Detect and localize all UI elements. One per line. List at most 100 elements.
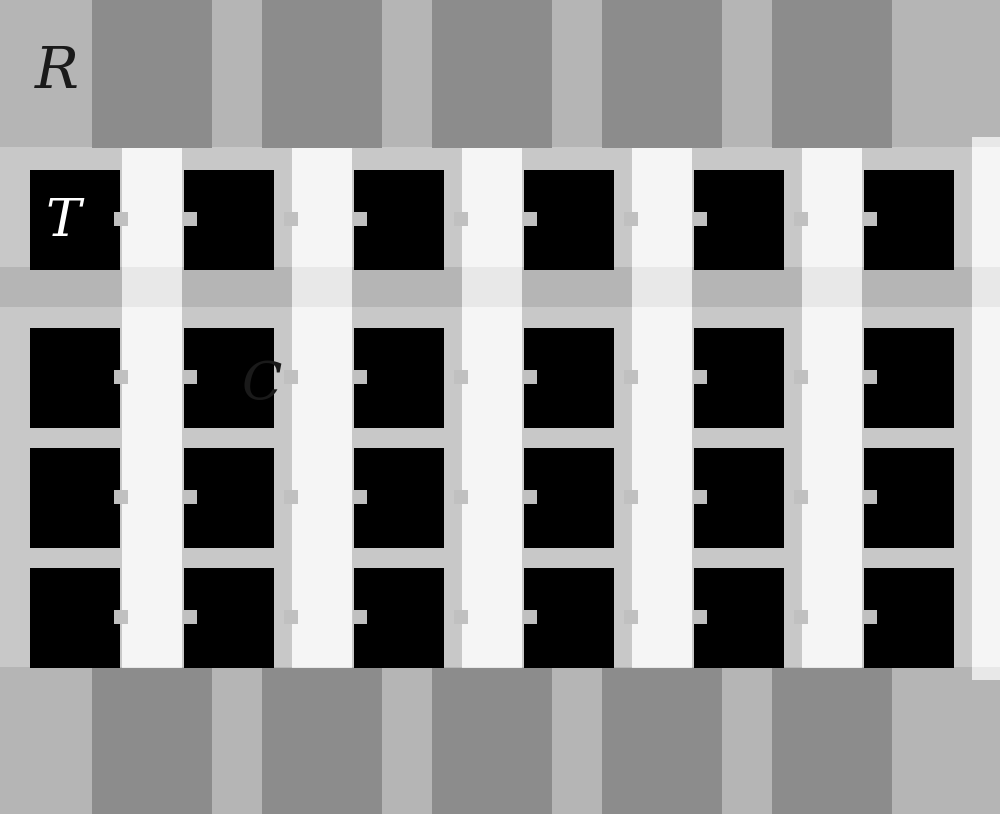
Bar [92,0,212,148]
Bar [802,137,862,680]
Bar [864,448,954,548]
Bar [794,370,808,384]
Bar [354,328,444,428]
Bar [30,448,120,548]
Bar [114,212,128,226]
Bar [0,427,1000,547]
Bar [624,610,638,624]
Bar [122,147,182,267]
Bar [284,610,298,624]
Bar [524,328,614,428]
Bar [523,610,537,624]
Bar [292,137,352,680]
Bar [693,212,707,226]
Bar [602,668,722,814]
Bar [863,212,877,226]
Bar [972,137,1000,680]
Text: R: R [35,44,79,100]
Bar [184,568,274,668]
Bar [462,137,522,680]
Bar [694,170,784,270]
Bar [524,568,614,668]
Bar [92,668,212,814]
Bar [454,610,468,624]
Bar [863,370,877,384]
Bar [122,307,182,427]
Bar [30,170,120,270]
Bar [863,610,877,624]
Bar [693,610,707,624]
Bar [284,490,298,504]
Bar [462,147,522,267]
Bar [292,147,352,267]
Bar [292,427,352,547]
Bar [353,610,367,624]
Bar [524,170,614,270]
Bar [284,212,298,226]
Bar [624,212,638,226]
Bar [292,547,352,667]
Bar [794,212,808,226]
Bar [184,328,274,428]
Bar [523,370,537,384]
Bar [863,490,877,504]
Bar [802,307,862,427]
Bar [972,547,1000,667]
Bar [284,370,298,384]
Bar [183,490,197,504]
Bar [262,0,382,148]
Bar [632,307,692,427]
Bar [972,147,1000,267]
Bar [523,212,537,226]
Bar [693,370,707,384]
Bar [122,547,182,667]
Bar [454,370,468,384]
Bar [454,490,468,504]
Bar [122,427,182,547]
Bar [772,0,892,148]
Bar [864,328,954,428]
Bar [30,328,120,428]
Bar [30,568,120,668]
Bar [693,490,707,504]
Bar [632,147,692,267]
Bar [632,547,692,667]
Bar [972,307,1000,427]
Bar [523,490,537,504]
Bar [432,668,552,814]
Bar [114,610,128,624]
Bar [802,427,862,547]
Text: T: T [45,196,80,247]
Bar [183,610,197,624]
Bar [354,568,444,668]
Bar [632,427,692,547]
Bar [354,170,444,270]
Bar [864,170,954,270]
Bar [114,370,128,384]
Bar [114,490,128,504]
Bar [802,147,862,267]
Text: C: C [242,360,282,410]
Bar [462,307,522,427]
Bar [462,547,522,667]
Bar [0,147,1000,267]
Bar [353,490,367,504]
Bar [353,212,367,226]
Bar [184,170,274,270]
Bar [524,448,614,548]
Bar [183,370,197,384]
Bar [353,370,367,384]
Bar [794,610,808,624]
Bar [972,427,1000,547]
Bar [864,568,954,668]
Bar [772,668,892,814]
Bar [292,307,352,427]
Bar [462,427,522,547]
Bar [632,137,692,680]
Bar [262,668,382,814]
Bar [694,568,784,668]
Bar [794,490,808,504]
Bar [122,137,182,680]
Bar [184,448,274,548]
Bar [694,448,784,548]
